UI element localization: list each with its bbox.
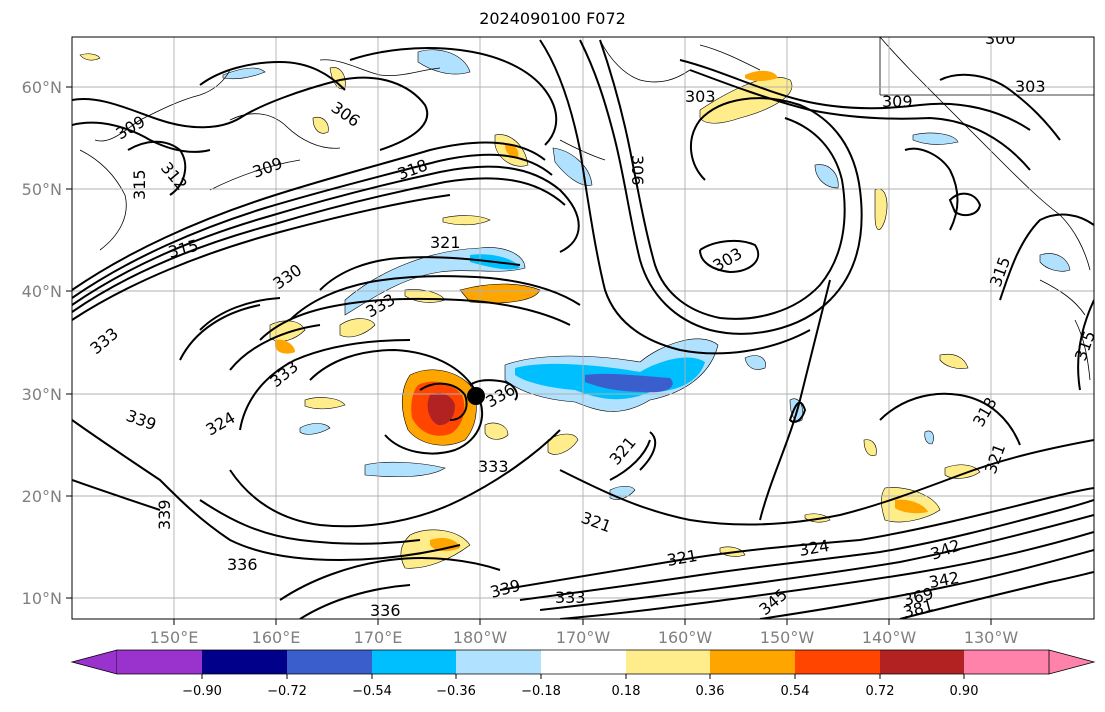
graticule [72,37,1094,619]
lon-label: 140°W [862,628,917,647]
lat-label: 10°N [22,589,62,608]
lat-label: 40°N [22,282,62,301]
lon-label: 160°W [658,628,713,647]
contour-label: 333 [555,588,586,607]
colorbar-segment [795,650,880,674]
colorbar-segment [372,650,456,674]
colorbar-tick-label: −0.72 [267,684,307,699]
lat-label: 50°N [22,180,62,199]
colorbar-segment [456,650,541,674]
contour-lines [72,39,1094,619]
lat-label: 20°N [22,487,62,506]
contour-label: 336 [227,555,258,574]
latitude-labels: 60°N 50°N 40°N 30°N 20°N 10°N [22,78,62,608]
lon-label: 170°W [556,628,611,647]
colorbar-tick-label: 0.54 [781,684,810,699]
contour-label: 339 [155,499,174,530]
longitude-labels: 150°E 160°E 170°E 180°W 170°W 160°W 150°… [150,628,1019,647]
contour-label: 381 [901,596,935,622]
colorbar-tick-label: 0.90 [950,684,979,699]
lat-label: 60°N [22,78,62,97]
lon-label: 150°E [150,628,199,647]
colorbar-extend-high [1048,649,1096,675]
colorbar-segment [287,650,372,674]
contour-label: 303 [685,87,716,106]
colorbar-tick-label: −0.54 [352,684,392,699]
colorbar-segment [202,650,287,674]
colorbar: −0.90 −0.72 −0.54 −0.36 −0.18 0.18 0.36 … [70,649,1096,699]
colorbar-tick-label: −0.90 [182,684,222,699]
contour-label: 333 [478,457,509,476]
colorbar-tick-label: 0.36 [696,684,725,699]
colorbar-tick-label: −0.36 [436,684,476,699]
lon-label: 150°W [760,628,815,647]
colorbar-segment [964,650,1049,674]
lon-label: 160°E [252,628,301,647]
contour-label: 309 [882,92,913,111]
colorbar-segment [117,650,202,674]
contour-label: 321 [430,233,461,252]
contour-label: 315 [130,169,149,200]
storm-center-marker [467,387,485,405]
colorbar-segment [541,650,626,674]
colorbar-extend-low [70,649,118,675]
colorbar-segment [880,650,964,674]
colorbar-tick-label: −0.18 [521,684,561,699]
contour-label: 306 [628,155,647,186]
lon-label: 130°W [964,628,1019,647]
colorbar-segment [710,650,795,674]
coastlines [79,37,1091,381]
contour-label: 300 [985,29,1016,48]
lon-label: 170°E [354,628,403,647]
lat-label: 30°N [22,385,62,404]
colorbar-tick-label: 0.18 [612,684,641,699]
axis-ticks [66,86,992,625]
negative-shading [222,49,1071,500]
colorbar-tick-label: 0.72 [866,684,895,699]
colorbar-segment [626,650,710,674]
contour-label: 303 [1015,77,1046,96]
map-title: 2024090100 F072 [479,9,626,28]
contour-label: 336 [370,601,401,620]
lon-label: 180°W [453,628,508,647]
